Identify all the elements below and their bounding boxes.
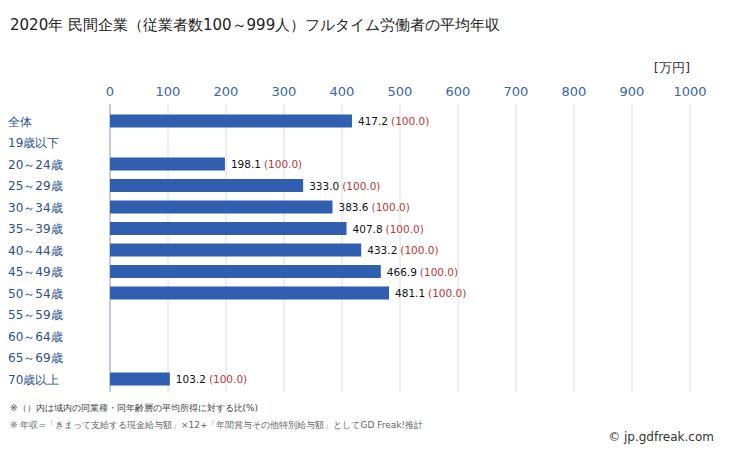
- ratio-label: (100.0): [428, 287, 466, 299]
- tick-label: 100: [156, 84, 181, 99]
- grid-line: [574, 104, 575, 392]
- ratio-label: (100.0): [342, 180, 380, 192]
- tick-label: 400: [330, 84, 355, 99]
- data-label: 417.2: [358, 115, 388, 127]
- data-label: 383.6: [338, 201, 368, 213]
- category-label: 19歳以下: [8, 136, 59, 150]
- chart: 2020年 民間企業（従業者数100～999人）フルタイム労働者の平均年収 [万円…: [0, 0, 729, 451]
- data-label: 333.0: [309, 180, 339, 192]
- category-label: 55～59歳: [8, 308, 63, 322]
- credit: © jp.gdfreak.com: [608, 430, 714, 444]
- ratio-label: (100.0): [372, 201, 410, 213]
- tick-label: 500: [388, 84, 413, 99]
- tick-label: 700: [504, 84, 529, 99]
- ratio-label: (100.0): [264, 158, 302, 170]
- bar: [110, 179, 303, 192]
- category-label: 65～69歳: [8, 351, 63, 365]
- bar: [110, 373, 170, 386]
- tick-label: 0: [106, 84, 114, 99]
- category-label: 全体: [8, 115, 32, 129]
- ratio-label: (100.0): [391, 115, 429, 127]
- data-label: 481.1: [395, 287, 425, 299]
- data-label: 407.8: [353, 223, 383, 235]
- title: 2020年 民間企業（従業者数100～999人）フルタイム労働者の平均年収: [10, 16, 500, 34]
- ratio-label: (100.0): [400, 244, 438, 256]
- note: ※ 年収=「きまって支給する現金給与額」×12+「年間賞与その他特別給与額」とし…: [10, 420, 423, 430]
- tick-label: 800: [562, 84, 587, 99]
- data-label: 103.2: [176, 373, 206, 385]
- tick-label: 300: [272, 84, 297, 99]
- tick-label: 600: [446, 84, 471, 99]
- tick-label: 200: [214, 84, 239, 99]
- ratio-label: (100.0): [420, 266, 458, 278]
- category-label: 20～24歳: [8, 158, 63, 172]
- data-label: 198.1: [231, 158, 261, 170]
- category-label: 60～64歳: [8, 330, 63, 344]
- bar: [110, 115, 352, 128]
- data-label: 466.9: [387, 266, 417, 278]
- bars: [110, 115, 389, 386]
- ratio-label: (100.0): [209, 373, 247, 385]
- grid-line: [516, 104, 517, 392]
- bar: [110, 201, 332, 214]
- category-label: 40～44歳: [8, 244, 63, 258]
- grid-line: [458, 104, 459, 392]
- ratio-label: (100.0): [386, 223, 424, 235]
- bar: [110, 158, 225, 171]
- data-label: 433.2: [367, 244, 397, 256]
- grid-line: [690, 104, 691, 392]
- tick-label: 900: [620, 84, 645, 99]
- tick-label: 1000: [673, 84, 706, 99]
- category-label: 35～39歳: [8, 222, 63, 236]
- note: ※（）内は域内の同業種・同年齢層の平均所得に対する比(%): [10, 403, 258, 413]
- category-label: 30～34歳: [8, 201, 63, 215]
- bar: [110, 287, 389, 300]
- category-label: 70歳以上: [8, 373, 59, 387]
- bar: [110, 222, 347, 235]
- category-label: 25～29歳: [8, 179, 63, 193]
- category-label: 50～54歳: [8, 287, 63, 301]
- grid-line: [632, 104, 633, 392]
- unit-label: [万円]: [654, 60, 690, 75]
- category-label: 45～49歳: [8, 265, 63, 279]
- bar: [110, 265, 381, 278]
- bar: [110, 244, 361, 257]
